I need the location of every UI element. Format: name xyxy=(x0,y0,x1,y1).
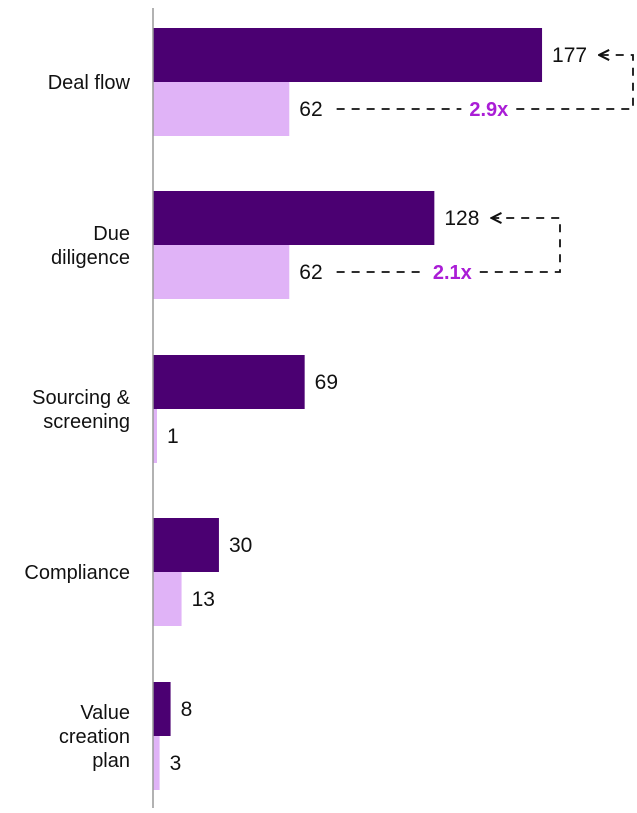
category-label-3: Compliance xyxy=(24,562,130,584)
category-label-line: Deal flow xyxy=(48,72,131,94)
category-label-0: Deal flow xyxy=(48,72,131,94)
multiplier-label-1: 2.1x xyxy=(433,262,472,284)
bar-secondary-2 xyxy=(153,409,157,463)
category-label-line: Due xyxy=(93,223,130,245)
value-label-primary-2: 69 xyxy=(315,371,338,394)
category-label-line: screening xyxy=(43,411,130,433)
bar-primary-0 xyxy=(153,28,543,82)
annotations-layer: 2.9x 2.1x xyxy=(336,55,634,284)
value-label-secondary-4: 3 xyxy=(170,752,182,775)
category-label-4: Value creation plan xyxy=(59,702,130,772)
multiplier-label-0: 2.9x xyxy=(469,99,508,121)
bar-primary-4 xyxy=(153,682,171,736)
value-label-secondary-3: 13 xyxy=(192,588,215,611)
bar-primary-3 xyxy=(153,518,219,572)
bar-secondary-1 xyxy=(153,245,290,299)
category-label-line: creation xyxy=(59,726,130,748)
value-label-secondary-0: 62 xyxy=(299,98,322,121)
bar-primary-2 xyxy=(153,355,305,409)
category-label-1: Due diligence xyxy=(51,223,130,269)
bar-secondary-4 xyxy=(153,736,160,790)
value-label-primary-4: 8 xyxy=(181,698,193,721)
category-label-line: Value xyxy=(80,702,130,724)
bars-layer xyxy=(153,28,543,790)
category-label-line: Sourcing & xyxy=(32,387,130,409)
bar-secondary-0 xyxy=(153,82,290,136)
connector-arrow-0 xyxy=(516,55,634,110)
value-label-primary-3: 30 xyxy=(229,534,252,557)
category-label-2: Sourcing & screening xyxy=(32,387,130,433)
category-label-line: Compliance xyxy=(24,562,130,584)
value-label-primary-0: 177 xyxy=(552,44,587,67)
bar-primary-1 xyxy=(153,191,435,245)
category-label-line: diligence xyxy=(51,247,130,269)
labels-layer: 177 62 Deal flow 128 62 Due diligence 69 1 Sourci… xyxy=(24,44,587,775)
category-label-line: plan xyxy=(92,750,130,772)
value-label-secondary-1: 62 xyxy=(299,261,322,284)
value-label-primary-1: 128 xyxy=(444,207,479,230)
bar-secondary-3 xyxy=(153,572,182,626)
connector-arrow-1 xyxy=(479,218,561,273)
value-label-secondary-2: 1 xyxy=(167,425,179,448)
